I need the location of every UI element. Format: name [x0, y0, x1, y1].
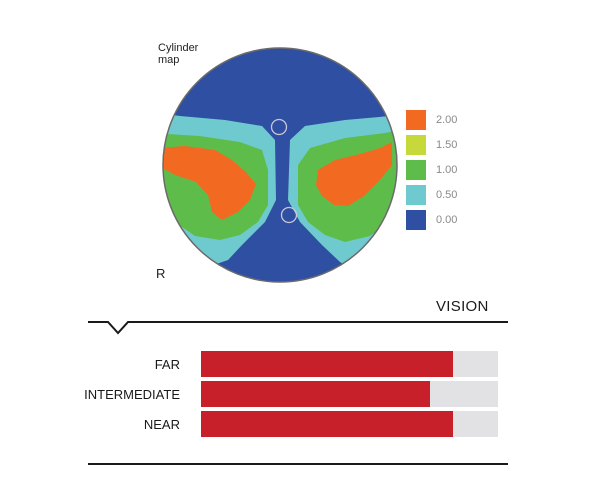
vision-bar-track: [201, 351, 498, 377]
vision-bar-fill: [201, 351, 454, 377]
near-reference-circle: [280, 206, 298, 224]
vision-row-intermediate: INTERMEDIATE: [0, 381, 598, 407]
legend-swatch: [406, 135, 426, 155]
vision-row-near: NEAR: [0, 411, 598, 437]
vision-row-label: NEAR: [143, 417, 180, 432]
legend-label: 0.50: [436, 189, 458, 201]
vision-bar-track: [201, 381, 498, 407]
vision-bar-track: [201, 411, 498, 437]
map-title-line1: Cylinder: [158, 42, 199, 54]
vision-row-label: FAR: [154, 357, 180, 372]
vision-bar-fill: [201, 381, 430, 407]
legend-swatch: [406, 210, 426, 230]
zone-2.00-right: [316, 142, 392, 206]
legend-label: 1.00: [436, 164, 458, 176]
map-title-line2: map: [158, 54, 180, 66]
legend-swatch: [406, 110, 426, 130]
vision-title: VISION: [436, 298, 489, 315]
legend-swatch: [406, 160, 426, 180]
vision-divider: [88, 321, 508, 335]
legend-label: 1.50: [436, 139, 458, 151]
far-reference-circle: [270, 118, 288, 136]
bottom-rule: [88, 463, 508, 465]
eye-label: R: [156, 266, 166, 281]
map-title: Cylinder map: [158, 42, 198, 66]
legend-label: 2.00: [436, 114, 458, 126]
lens-outline: [162, 47, 398, 283]
divider-notch-line: [88, 321, 508, 335]
vision-row-far: FAR: [0, 351, 598, 377]
legend-label: 0.00: [436, 214, 458, 226]
zone-2.00-left: [163, 146, 256, 220]
cylinder-map: [162, 47, 398, 283]
vision-row-label: INTERMEDIATE: [84, 387, 180, 402]
vision-bar-fill: [201, 411, 454, 437]
legend-swatch: [406, 185, 426, 205]
